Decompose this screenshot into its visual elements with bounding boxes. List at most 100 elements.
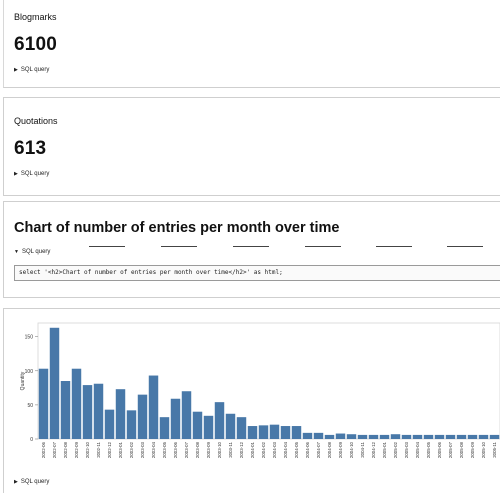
x-tick-label: 2002-06 bbox=[41, 441, 46, 458]
bar bbox=[303, 433, 312, 439]
x-tick-label: 2005-02 bbox=[393, 441, 398, 458]
quotations-card: Quotations 613 ▶ SQL query bbox=[3, 97, 500, 196]
x-tick-label: 2005-06 bbox=[437, 441, 442, 458]
divider bbox=[233, 246, 269, 247]
disclosure-triangle-icon: ▶ bbox=[14, 67, 18, 73]
x-tick-label: 2005-11 bbox=[492, 441, 497, 457]
divider bbox=[447, 246, 483, 247]
chart-footer-sql-toggle[interactable]: ▶ SQL query bbox=[14, 479, 49, 485]
x-tick-label: 2005-09 bbox=[470, 441, 475, 458]
disclosure-triangle-icon: ▶ bbox=[14, 479, 18, 485]
chart-sql-toggle[interactable]: ▼ SQL query bbox=[14, 249, 50, 255]
bar bbox=[105, 410, 114, 439]
quotations-label: Quotations bbox=[14, 116, 58, 126]
blogmarks-label: Blogmarks bbox=[14, 12, 57, 22]
bar bbox=[358, 435, 367, 439]
bar bbox=[259, 425, 268, 439]
blogmarks-count: 6100 bbox=[14, 34, 57, 56]
x-tick-label: 2003-01 bbox=[118, 441, 123, 458]
blogmarks-sql-toggle-label: SQL query bbox=[21, 67, 49, 73]
chart-section-title: Chart of number of entries per month ove… bbox=[14, 220, 340, 236]
x-tick-label: 2002-10 bbox=[85, 441, 90, 458]
bar-chart: 0 50 100 150 Quantity 2002-06 2002-07 2002-08 20… bbox=[4, 309, 500, 493]
chart-footer-sql-toggle-label: SQL query bbox=[21, 479, 49, 485]
x-tick-label: 2004-01 bbox=[250, 441, 255, 458]
blogmarks-sql-toggle[interactable]: ▶ SQL query bbox=[14, 67, 49, 73]
divider bbox=[89, 246, 125, 247]
bar bbox=[468, 435, 477, 439]
x-tick-label: 2003-11 bbox=[228, 441, 233, 457]
divider bbox=[161, 246, 197, 247]
bar bbox=[457, 435, 466, 439]
bar bbox=[61, 381, 70, 439]
bar bbox=[171, 399, 180, 439]
x-tick-label: 2005-08 bbox=[459, 441, 464, 458]
y-tick-label: 150 bbox=[25, 335, 34, 341]
bar bbox=[391, 434, 400, 439]
x-tick-label: 2002-09 bbox=[74, 441, 79, 458]
bar bbox=[281, 426, 290, 439]
bar bbox=[369, 435, 378, 439]
bar bbox=[479, 435, 488, 439]
x-tick-label: 2004-06 bbox=[305, 441, 310, 458]
bar bbox=[50, 328, 59, 439]
x-tick-label: 2004-02 bbox=[261, 441, 266, 458]
x-tick-label: 2004-07 bbox=[316, 441, 321, 458]
x-tick-label: 2002-08 bbox=[63, 441, 68, 458]
bar bbox=[380, 435, 389, 439]
bar-chart-card: 0 50 100 150 Quantity 2002-06 2002-07 2002-08 20… bbox=[3, 308, 500, 493]
x-tick-label: 2002-11 bbox=[96, 441, 101, 457]
bar bbox=[127, 410, 136, 439]
bar bbox=[149, 376, 158, 439]
x-tick-label: 2003-05 bbox=[162, 441, 167, 458]
divider bbox=[376, 246, 412, 247]
bar bbox=[402, 435, 411, 439]
x-tick-label: 2003-09 bbox=[206, 441, 211, 458]
bar bbox=[424, 435, 433, 439]
quotations-sql-toggle[interactable]: ▶ SQL query bbox=[14, 171, 49, 177]
x-tick-label: 2004-08 bbox=[327, 441, 332, 458]
bar bbox=[226, 414, 235, 439]
x-tick-label: 2005-03 bbox=[404, 441, 409, 458]
bar bbox=[204, 416, 213, 439]
x-tick-label: 2004-03 bbox=[272, 441, 277, 458]
x-tick-label: 2005-07 bbox=[448, 441, 453, 458]
x-tick-label: 2003-07 bbox=[184, 441, 189, 458]
x-tick-label: 2004-11 bbox=[360, 441, 365, 457]
x-tick-label: 2002-07 bbox=[52, 441, 57, 458]
x-tick-label: 2004-04 bbox=[283, 441, 288, 458]
bar bbox=[83, 385, 92, 439]
bar bbox=[94, 384, 103, 439]
bar bbox=[138, 395, 147, 439]
bar bbox=[347, 434, 356, 439]
disclosure-triangle-open-icon: ▼ bbox=[14, 249, 19, 255]
x-tick-label: 2003-06 bbox=[173, 441, 178, 458]
blogmarks-card: Blogmarks 6100 ▶ SQL query bbox=[3, 0, 500, 88]
x-tick-label: 2005-04 bbox=[415, 441, 420, 458]
bar bbox=[446, 435, 455, 439]
x-tick-label: 2005-01 bbox=[382, 441, 387, 458]
y-axis-label: Quantity bbox=[20, 371, 26, 390]
x-tick-label: 2005-10 bbox=[481, 441, 486, 458]
chart-title-card: Chart of number of entries per month ove… bbox=[3, 201, 500, 298]
x-tick-label: 2003-12 bbox=[239, 441, 244, 458]
x-tick-label: 2003-10 bbox=[217, 441, 222, 458]
sql-query-box[interactable]: select '<h2>Chart of number of entries p… bbox=[14, 265, 500, 281]
bar bbox=[314, 433, 323, 439]
x-tick-label: 2003-02 bbox=[129, 441, 134, 458]
y-tick-label: 0 bbox=[30, 437, 33, 443]
bar bbox=[413, 435, 422, 439]
bar bbox=[160, 417, 169, 439]
divider bbox=[305, 246, 341, 247]
bar bbox=[292, 426, 301, 439]
bar bbox=[325, 435, 334, 439]
bar bbox=[435, 435, 444, 439]
bar bbox=[72, 369, 81, 439]
bar bbox=[336, 434, 345, 439]
x-tick-label: 2003-04 bbox=[151, 441, 156, 458]
bar bbox=[116, 389, 125, 439]
x-tick-label: 2002-12 bbox=[107, 441, 112, 458]
x-tick-label: 2004-09 bbox=[338, 441, 343, 458]
x-tick-label: 2005-05 bbox=[426, 441, 431, 458]
bar bbox=[270, 425, 279, 439]
